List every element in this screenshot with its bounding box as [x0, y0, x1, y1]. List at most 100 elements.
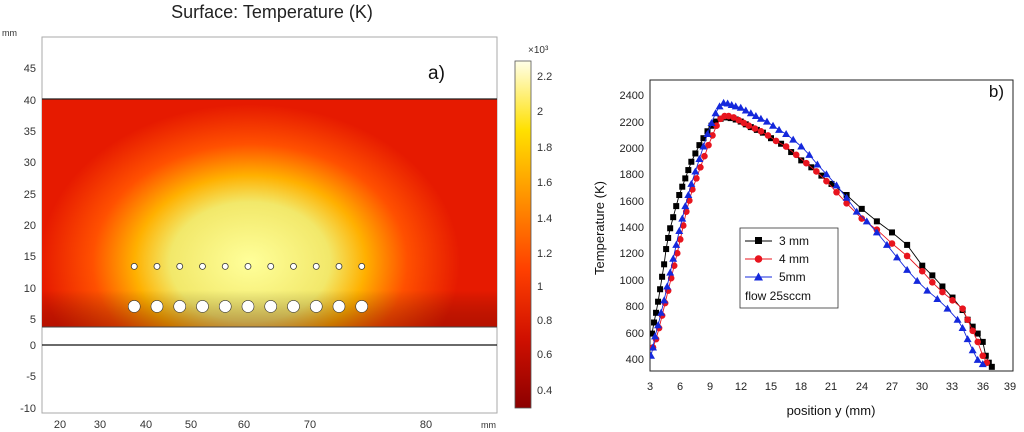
data-point-4mm [757, 127, 765, 135]
legend-marker-5mm [754, 272, 763, 281]
data-point-5mm [872, 228, 881, 236]
data-point-5mm [852, 207, 861, 215]
x-tick: 30 [916, 381, 928, 393]
data-point-4mm [713, 122, 720, 130]
large-hole [241, 300, 255, 313]
data-point-5mm [715, 102, 724, 110]
panel-b-label: b) [989, 82, 1004, 101]
x-tick: 50 [185, 419, 197, 431]
data-point-4mm [670, 262, 678, 269]
data-point-5mm [663, 282, 672, 290]
data-point-5mm [933, 294, 942, 302]
data-point-5mm [822, 170, 831, 178]
data-point-4mm [709, 132, 716, 139]
x-tick: 18 [795, 381, 807, 393]
data-point-5mm [968, 346, 977, 354]
data-point-5mm [978, 360, 987, 368]
data-point-4mm [740, 119, 748, 127]
data-point-5mm [842, 193, 851, 201]
legend-label-3mm: 3 mm [779, 234, 809, 248]
data-point-4mm [725, 112, 732, 120]
data-point-3mm [661, 261, 668, 268]
y-tick: 15 [24, 251, 36, 263]
y-tick: -5 [26, 371, 36, 383]
data-point-4mm [964, 316, 971, 324]
colorbar-tick: 1.2 [537, 248, 552, 260]
data-point-5mm [657, 308, 666, 316]
data-point-5mm [669, 254, 678, 262]
data-point-5mm [666, 268, 675, 276]
x-tick: 27 [886, 381, 898, 393]
data-point-3mm [663, 246, 670, 253]
data-point-3mm [676, 192, 683, 199]
data-point-3mm [700, 135, 707, 142]
data-point-4mm [969, 327, 976, 335]
y-tick: 35 [24, 126, 36, 138]
data-point-3mm [873, 218, 880, 225]
large-hole [287, 300, 300, 313]
data-point-4mm [949, 297, 956, 304]
large-hole [332, 300, 346, 313]
data-point-5mm [769, 121, 778, 129]
data-point-5mm [703, 130, 712, 138]
x-tick: 39 [1004, 381, 1016, 393]
small-hole [199, 262, 206, 270]
small-hole [290, 262, 297, 270]
colorbar-tick: 1.6 [537, 177, 552, 189]
large-hole [264, 300, 278, 313]
data-point-3mm [679, 183, 686, 190]
small-hole [267, 262, 275, 270]
panel-a-label: a) [428, 63, 445, 84]
y-tick: 400 [626, 354, 644, 366]
y-tick: 1400 [620, 222, 644, 234]
data-point-5mm [913, 276, 922, 284]
small-hole [335, 262, 343, 270]
data-point-4mm [939, 288, 946, 296]
data-point-3mm [768, 135, 774, 142]
data-point-3mm [858, 205, 865, 212]
data-point-5mm [711, 109, 720, 117]
data-point-5mm [882, 240, 891, 248]
data-point-4mm [918, 267, 926, 275]
data-point-3mm [939, 283, 946, 290]
data-point-4mm [959, 305, 966, 312]
small-hole [244, 262, 252, 270]
data-point-4mm [772, 137, 780, 145]
panel-b-plot-area [649, 79, 1014, 372]
data-point-3mm [929, 272, 936, 279]
y-axis-unit: mm [2, 28, 17, 38]
colorbar-tick: 1.8 [537, 142, 552, 154]
data-point-5mm [751, 112, 760, 120]
data-point-5mm [797, 142, 806, 150]
data-point-5mm [893, 253, 902, 261]
data-point-5mm [650, 343, 658, 351]
y-tick: -10 [20, 403, 36, 415]
y-tick: 45 [24, 63, 36, 75]
data-point-3mm [673, 203, 680, 210]
small-hole [312, 262, 320, 270]
legend-marker-4mm [754, 255, 763, 263]
y-tick: 20 [24, 220, 36, 232]
data-point-4mm [745, 122, 753, 130]
data-point-4mm [693, 175, 700, 182]
colorbar-exponent: ×10³ [528, 45, 549, 56]
legend-note: flow 25sccm [745, 289, 811, 303]
x-tick: 9 [707, 381, 713, 393]
data-point-4mm [813, 168, 820, 175]
data-point-5mm [691, 167, 700, 175]
y-tick: 1600 [620, 196, 644, 208]
x-axis-unit: mm [481, 420, 496, 430]
data-point-3mm [904, 241, 911, 248]
colorbar-tick: 2.2 [537, 71, 552, 83]
x-tick: 70 [304, 419, 316, 431]
x-tick: 6 [677, 381, 683, 393]
legend-label-4mm: 4 mm [779, 252, 809, 266]
panel-b-x-ticks: 3 6 9 12 15 18 21 24 27 30 33 36 39 [647, 381, 1016, 393]
data-point-4mm [764, 132, 772, 139]
y-tick: 5 [30, 314, 36, 326]
data-point-5mm [973, 355, 982, 363]
data-point-5mm [789, 135, 798, 143]
data-point-4mm [903, 252, 911, 260]
data-point-5mm [684, 191, 693, 199]
data-point-5mm [923, 286, 932, 294]
